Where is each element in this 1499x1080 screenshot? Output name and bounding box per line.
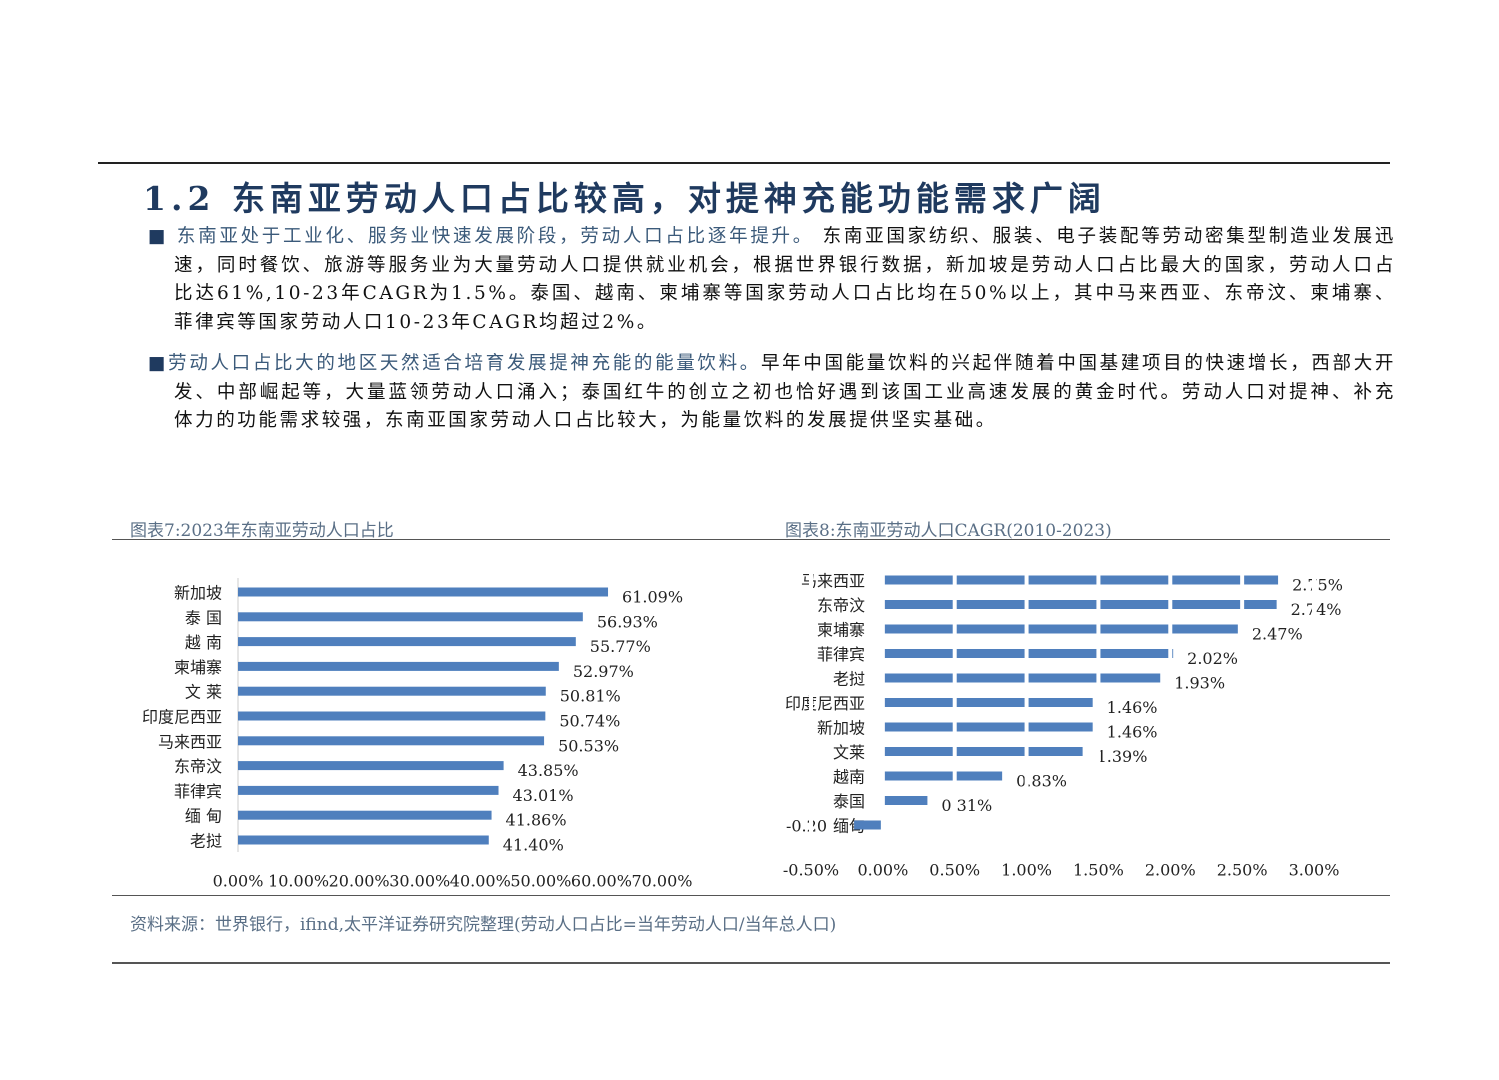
bar (238, 761, 504, 771)
value-label: 50.74% (559, 712, 620, 731)
value-label: 1.46% (1107, 698, 1158, 717)
value-label: -0.20 (786, 817, 827, 836)
category-label: 文 莱 (185, 683, 222, 702)
bar (882, 796, 928, 805)
category-label: 文莱 (833, 743, 865, 762)
paragraph: ■劳动人口占比大的地区天然适合培育发展提神充能的能量饮料。早年中国能量饮料的兴起… (148, 353, 1396, 431)
x-tick-label: 40.00% (450, 872, 511, 891)
value-label: 1.39% (1097, 747, 1148, 766)
value-label: 55.77% (590, 637, 651, 656)
category-label: 印度尼西亚 (785, 694, 865, 713)
bar (882, 722, 1093, 732)
rule (112, 895, 1390, 896)
x-tick-label: 1.00% (1001, 861, 1052, 880)
value-label: 41.86% (506, 811, 567, 830)
category-label: 菲律宾 (174, 782, 222, 801)
value-label: 2.47% (1252, 625, 1303, 644)
value-label: 0.83% (1016, 772, 1067, 791)
value-label: 50.53% (558, 736, 619, 755)
bar (238, 686, 546, 696)
value-label: 43.01% (513, 786, 574, 805)
x-tick-label: 50.00% (510, 872, 571, 891)
category-label: 新加坡 (174, 584, 222, 603)
bar (238, 612, 583, 622)
paragraph-lead: 东南亚处于工业化、服务业快速发展阶段，劳动人口占比逐年提升。 (176, 226, 815, 247)
value-label: 2.74% (1291, 600, 1342, 619)
category-label: 泰 国 (185, 608, 222, 627)
value-label: 61.09% (622, 588, 683, 607)
category-label: 越南 (833, 768, 865, 787)
bar (882, 673, 1161, 683)
category-label: 老挝 (190, 832, 222, 851)
paragraph-lead: 劳动人口占比大的地区天然适合培育发展提神充能的能量饮料。 (168, 353, 761, 374)
category-label: 泰国 (833, 792, 865, 811)
category-label: 东帝汶 (174, 757, 222, 776)
category-label: 新加坡 (817, 719, 865, 738)
x-tick-label: 0.50% (929, 861, 980, 880)
value-label: 1.46% (1107, 723, 1158, 742)
bar (238, 810, 492, 820)
category-label: 老挝 (833, 670, 865, 689)
x-tick-label: 1.50% (1073, 861, 1124, 880)
category-label: 缅 甸 (185, 807, 222, 826)
category-label: 菲律宾 (817, 645, 865, 664)
value-label: 2.75% (1292, 576, 1343, 595)
rule (112, 539, 1390, 540)
paragraph-body: 早年中国能量饮料的兴起伴随着中国基建项目的快速增长，西部大开发、中部崛起等，大量… (174, 353, 1396, 431)
x-tick-label: 0.00% (213, 872, 264, 891)
bar (882, 600, 1277, 609)
bar (238, 835, 489, 845)
category-label: 东帝汶 (817, 596, 865, 615)
category-label: 柬埔寨 (817, 621, 865, 640)
bar (882, 771, 1003, 781)
paragraph-body: 东南亚国家纺织、服装、电子装配等劳动密集型制造业发展迅速，同时餐饮、旅游等服务业… (174, 226, 1397, 333)
rule (98, 162, 1390, 164)
x-tick-label: 2.50% (1217, 861, 1268, 880)
x-tick-label: 0.00% (857, 861, 908, 880)
value-label: 56.93% (597, 612, 658, 631)
chart-caption: 图表8:东南亚劳动人口CAGR(2010-2023) (785, 521, 1112, 541)
bar (238, 785, 499, 795)
x-tick-label: 20.00% (329, 872, 390, 891)
x-tick-label: 3.00% (1289, 861, 1340, 880)
title: 1.2 东南亚劳动人口占比较高，对提神充能功能需求广阔 (143, 179, 1106, 218)
category-label: 马来西亚 (158, 732, 222, 751)
rule (112, 962, 1390, 964)
category-label: 越 南 (185, 633, 222, 652)
bar (882, 624, 1238, 634)
category-label: 柬埔寨 (174, 658, 222, 677)
x-tick-label: 60.00% (571, 872, 632, 891)
value-label: 52.97% (573, 662, 634, 681)
bar (238, 711, 546, 721)
x-tick-label: 70.00% (631, 872, 692, 891)
x-tick-label: 2.00% (1145, 861, 1196, 880)
category-label: 印度尼西亚 (142, 708, 222, 727)
chart-caption: 图表7:2023年东南亚劳动人口占比 (130, 521, 394, 541)
value-label: 50.81% (560, 687, 621, 706)
category-label: 马来西亚 (801, 572, 865, 591)
bar (882, 575, 1279, 585)
value-label: 1.93% (1174, 674, 1225, 693)
bar (238, 736, 545, 746)
bar (854, 820, 883, 830)
bar (882, 698, 1093, 707)
value-label: 2.02% (1187, 649, 1238, 668)
bar (238, 587, 609, 597)
x-tick-label: 10.00% (268, 872, 329, 891)
bar (882, 747, 1083, 756)
source-note: 资料来源：世界银行，ifind,太平洋证券研究院整理(劳动人口占比=当年劳动人口… (130, 915, 837, 935)
bar (238, 637, 576, 647)
value-label: 41.40% (503, 836, 564, 855)
value-label: 43.85% (518, 761, 579, 780)
value-label: 0.31% (941, 796, 992, 815)
bar (238, 661, 559, 671)
paragraph: ■ 东南亚处于工业化、服务业快速发展阶段，劳动人口占比逐年提升。 东南亚国家纺织… (148, 226, 1397, 333)
x-tick-label: -0.50% (783, 861, 839, 880)
x-tick-label: 30.00% (389, 872, 450, 891)
